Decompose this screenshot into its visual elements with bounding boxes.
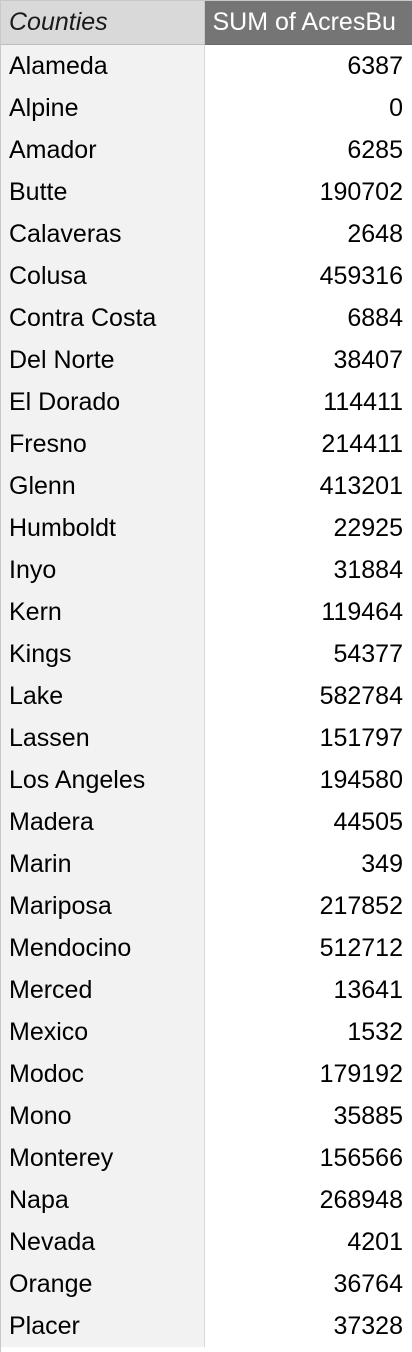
county-name-cell[interactable]: Mexico: [1, 1011, 205, 1053]
sum-acres-header-cell[interactable]: SUM of AcresBu: [204, 1, 412, 45]
table-row: Glenn 413201: [1, 465, 412, 507]
county-name-cell[interactable]: Orange: [1, 1263, 205, 1305]
county-name-cell[interactable]: Mariposa: [1, 885, 205, 927]
table-row: Orange 36764: [1, 1263, 412, 1305]
table-row: Inyo 31884: [1, 549, 412, 591]
table-row: Merced 13641: [1, 969, 412, 1011]
county-name-cell[interactable]: Contra Costa: [1, 297, 205, 339]
acres-value-cell[interactable]: 6285: [204, 129, 412, 171]
county-name-cell[interactable]: Mono: [1, 1095, 205, 1137]
county-name-cell[interactable]: Alpine: [1, 87, 205, 129]
county-name-cell[interactable]: Nevada: [1, 1221, 205, 1263]
acres-value-cell[interactable]: 119464: [204, 591, 412, 633]
table-row: Colusa 459316: [1, 255, 412, 297]
acres-value-cell[interactable]: 37328: [204, 1305, 412, 1347]
counties-header-cell[interactable]: Counties: [1, 1, 205, 45]
table-row: Humboldt 22925: [1, 507, 412, 549]
table-row: Amador 6285: [1, 129, 412, 171]
acres-value-cell[interactable]: 214411: [204, 423, 412, 465]
table-row: Mexico 1532: [1, 1011, 412, 1053]
acres-value-cell[interactable]: 6387: [204, 45, 412, 87]
table-row: Kings 54377: [1, 633, 412, 675]
county-name-cell[interactable]: Marin: [1, 843, 205, 885]
table-row: Madera 44505: [1, 801, 412, 843]
table-row: Mono 35885: [1, 1095, 412, 1137]
table-row: Alameda 6387: [1, 45, 412, 87]
county-name-cell[interactable]: Inyo: [1, 549, 205, 591]
acres-value-cell[interactable]: 349: [204, 843, 412, 885]
table-row: Del Norte 38407: [1, 339, 412, 381]
acres-value-cell[interactable]: 31884: [204, 549, 412, 591]
county-name-cell[interactable]: Alameda: [1, 45, 205, 87]
county-name-cell[interactable]: Colusa: [1, 255, 205, 297]
acres-value-cell[interactable]: 268948: [204, 1179, 412, 1221]
acres-value-cell[interactable]: 1532: [204, 1011, 412, 1053]
table-row: Lake 582784: [1, 675, 412, 717]
table-row: Contra Costa 6884: [1, 297, 412, 339]
acres-value-cell[interactable]: 38407: [204, 339, 412, 381]
table-row: Butte 190702: [1, 171, 412, 213]
county-name-cell[interactable]: Monterey: [1, 1137, 205, 1179]
county-name-cell[interactable]: Placer: [1, 1305, 205, 1347]
acres-value-cell[interactable]: 36764: [204, 1263, 412, 1305]
county-name-cell[interactable]: Butte: [1, 171, 205, 213]
table-row: Modoc 179192: [1, 1053, 412, 1095]
table-row: Lassen 151797: [1, 717, 412, 759]
county-name-cell[interactable]: Calaveras: [1, 213, 205, 255]
table-row: Nevada 4201: [1, 1221, 412, 1263]
county-name-cell[interactable]: Kern: [1, 591, 205, 633]
acres-value-cell[interactable]: 156566: [204, 1137, 412, 1179]
table-row: Mariposa 217852: [1, 885, 412, 927]
table-row: Los Angeles 194580: [1, 759, 412, 801]
acres-value-cell[interactable]: 151797: [204, 717, 412, 759]
acres-value-cell[interactable]: 22925: [204, 507, 412, 549]
acres-value-cell[interactable]: 13641: [204, 969, 412, 1011]
acres-value-cell[interactable]: 413201: [204, 465, 412, 507]
acres-value-cell[interactable]: 582784: [204, 675, 412, 717]
county-name-cell[interactable]: El Dorado: [1, 381, 205, 423]
county-name-cell[interactable]: Fresno: [1, 423, 205, 465]
table-header-row: Counties SUM of AcresBu: [1, 1, 412, 45]
county-name-cell[interactable]: Merced: [1, 969, 205, 1011]
table-row: Mendocino 512712: [1, 927, 412, 969]
acres-value-cell[interactable]: 190702: [204, 171, 412, 213]
table-row: Monterey 156566: [1, 1137, 412, 1179]
table-row: Marin 349: [1, 843, 412, 885]
acres-value-cell[interactable]: 459316: [204, 255, 412, 297]
table-row: El Dorado 114411: [1, 381, 412, 423]
county-name-cell[interactable]: Kings: [1, 633, 205, 675]
acres-value-cell[interactable]: 4201: [204, 1221, 412, 1263]
table-row: Alpine 0: [1, 87, 412, 129]
acres-value-cell[interactable]: 114411: [204, 381, 412, 423]
table-row: Fresno 214411: [1, 423, 412, 465]
acres-value-cell[interactable]: 54377: [204, 633, 412, 675]
acres-value-cell[interactable]: 217852: [204, 885, 412, 927]
acres-value-cell[interactable]: 179192: [204, 1053, 412, 1095]
county-name-cell[interactable]: Lassen: [1, 717, 205, 759]
table-row: Kern 119464: [1, 591, 412, 633]
acres-value-cell[interactable]: 2648: [204, 213, 412, 255]
acres-value-cell[interactable]: 44505: [204, 801, 412, 843]
county-name-cell[interactable]: Lake: [1, 675, 205, 717]
county-name-cell[interactable]: Mendocino: [1, 927, 205, 969]
acres-value-cell[interactable]: 0: [204, 87, 412, 129]
table-row: Placer 37328: [1, 1305, 412, 1347]
table-row: Napa 268948: [1, 1179, 412, 1221]
table-row: Calaveras 2648: [1, 213, 412, 255]
acres-value-cell[interactable]: 6884: [204, 297, 412, 339]
acres-value-cell[interactable]: 194580: [204, 759, 412, 801]
acres-value-cell[interactable]: 512712: [204, 927, 412, 969]
county-name-cell[interactable]: Los Angeles: [1, 759, 205, 801]
acres-value-cell[interactable]: 35885: [204, 1095, 412, 1137]
county-name-cell[interactable]: Amador: [1, 129, 205, 171]
county-name-cell[interactable]: Madera: [1, 801, 205, 843]
county-name-cell[interactable]: Modoc: [1, 1053, 205, 1095]
county-name-cell[interactable]: Del Norte: [1, 339, 205, 381]
county-name-cell[interactable]: Napa: [1, 1179, 205, 1221]
table-body: Alameda 6387 Alpine 0 Amador 6285 Butte 190702 C…: [1, 45, 412, 1347]
county-name-cell[interactable]: Humboldt: [1, 507, 205, 549]
county-name-cell[interactable]: Glenn: [1, 465, 205, 507]
